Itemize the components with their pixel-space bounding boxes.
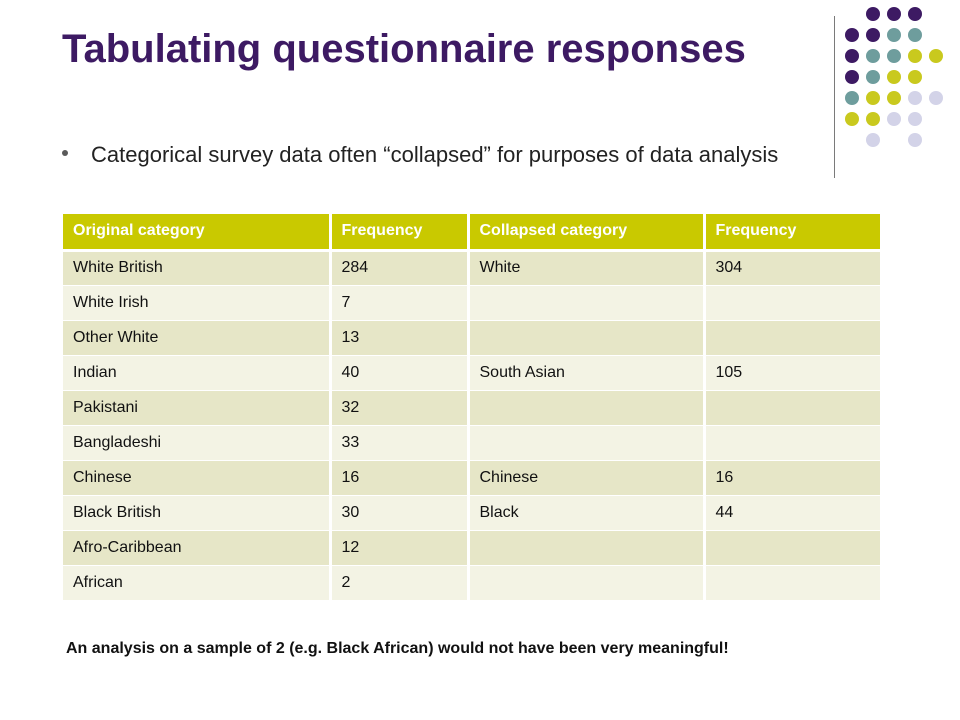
decorative-dot — [866, 133, 880, 147]
slide-title: Tabulating questionnaire responses — [62, 27, 746, 71]
decorative-dot — [845, 49, 859, 63]
footnote: An analysis on a sample of 2 (e.g. Black… — [66, 640, 729, 657]
original-category-cell: Black British — [63, 495, 332, 531]
table-body: White British 284 White 304 White Irish 7 Othe… — [63, 250, 883, 601]
collapsed-frequency-cell — [704, 390, 883, 426]
table-row: Afro-Caribbean 12 — [63, 530, 883, 566]
decorative-dot — [887, 112, 901, 126]
decorative-dot — [866, 7, 880, 21]
collapsed-category-cell: Chinese — [468, 460, 706, 496]
decorative-dot — [845, 70, 859, 84]
decorative-dot — [866, 28, 880, 42]
decorative-dot-grid — [0, 0, 960, 180]
collapsed-frequency-cell: 105 — [704, 355, 883, 391]
frequency-cell: 32 — [330, 390, 470, 426]
collapsed-category-cell — [468, 565, 706, 601]
collapsed-category-cell — [468, 320, 706, 356]
table-row: White British 284 White 304 — [63, 250, 883, 286]
header-frequency: Frequency — [330, 214, 470, 252]
table-header-row: Original category Frequency Collapsed ca… — [63, 214, 883, 252]
decorative-dot — [908, 133, 922, 147]
table-row: Pakistani 32 — [63, 390, 883, 426]
bullet-icon — [62, 150, 68, 156]
table-row: Other White 13 — [63, 320, 883, 356]
frequency-cell: 40 — [330, 355, 470, 391]
decorative-dot — [887, 49, 901, 63]
decorative-dot — [908, 7, 922, 21]
collapsed-category-cell — [468, 390, 706, 426]
frequency-table: Original category Frequency Collapsed ca… — [63, 214, 883, 601]
decorative-dot — [887, 70, 901, 84]
decorative-dot — [908, 70, 922, 84]
decorative-divider-line — [834, 16, 835, 178]
decorative-dot — [866, 49, 880, 63]
frequency-cell: 16 — [330, 460, 470, 496]
collapsed-category-cell — [468, 530, 706, 566]
collapsed-category-cell: White — [468, 250, 706, 286]
decorative-dot — [866, 70, 880, 84]
table-row: White Irish 7 — [63, 285, 883, 321]
decorative-dot — [866, 112, 880, 126]
original-category-cell: Other White — [63, 320, 332, 356]
collapsed-frequency-cell — [704, 285, 883, 321]
decorative-dot — [866, 91, 880, 105]
frequency-cell: 284 — [330, 250, 470, 286]
collapsed-frequency-cell — [704, 565, 883, 601]
original-category-cell: Bangladeshi — [63, 425, 332, 461]
decorative-dot — [887, 7, 901, 21]
decorative-dot — [887, 28, 901, 42]
frequency-cell: 2 — [330, 565, 470, 601]
original-category-cell: Afro-Caribbean — [63, 530, 332, 566]
collapsed-category-cell: Black — [468, 495, 706, 531]
decorative-dot — [908, 28, 922, 42]
collapsed-frequency-cell: 304 — [704, 250, 883, 286]
header-collapsed-category: Collapsed category — [468, 214, 706, 252]
decorative-dot — [929, 49, 943, 63]
bullet-text: Categorical survey data often “collapsed… — [91, 142, 779, 167]
collapsed-category-cell: South Asian — [468, 355, 706, 391]
collapsed-frequency-cell: 16 — [704, 460, 883, 496]
decorative-dot — [845, 112, 859, 126]
collapsed-frequency-cell — [704, 530, 883, 566]
decorative-dot — [845, 91, 859, 105]
original-category-cell: African — [63, 565, 332, 601]
collapsed-frequency-cell: 44 — [704, 495, 883, 531]
table-row: Black British 30 Black 44 — [63, 495, 883, 531]
decorative-dot — [845, 28, 859, 42]
collapsed-category-cell — [468, 285, 706, 321]
collapsed-frequency-cell — [704, 320, 883, 356]
decorative-dot — [908, 91, 922, 105]
table-row: Chinese 16 Chinese 16 — [63, 460, 883, 496]
collapsed-frequency-cell — [704, 425, 883, 461]
frequency-cell: 7 — [330, 285, 470, 321]
original-category-cell: Pakistani — [63, 390, 332, 426]
table-row: Indian 40 South Asian 105 — [63, 355, 883, 391]
frequency-cell: 12 — [330, 530, 470, 566]
decorative-dot — [908, 112, 922, 126]
collapsed-category-cell — [468, 425, 706, 461]
original-category-cell: Indian — [63, 355, 332, 391]
decorative-dot — [908, 49, 922, 63]
frequency-cell: 13 — [330, 320, 470, 356]
decorative-dot — [929, 91, 943, 105]
original-category-cell: White Irish — [63, 285, 332, 321]
original-category-cell: Chinese — [63, 460, 332, 496]
header-original-category: Original category — [63, 214, 332, 252]
decorative-dot — [887, 91, 901, 105]
header-collapsed-frequency: Frequency — [704, 214, 883, 252]
original-category-cell: White British — [63, 250, 332, 286]
frequency-cell: 33 — [330, 425, 470, 461]
table-row: Bangladeshi 33 — [63, 425, 883, 461]
table-row: African 2 — [63, 565, 883, 601]
frequency-cell: 30 — [330, 495, 470, 531]
